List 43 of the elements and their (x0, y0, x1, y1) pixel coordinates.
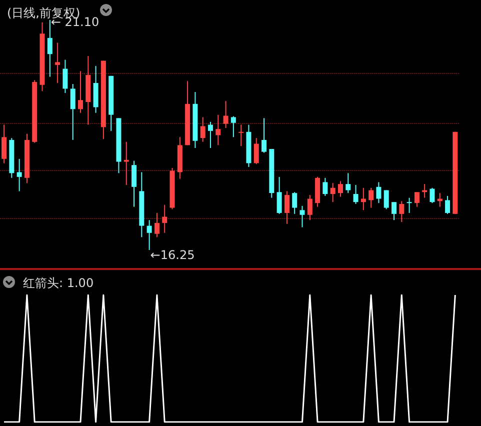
candlestick (200, 116, 206, 142)
candlestick (70, 83, 76, 140)
candlestick (307, 194, 312, 221)
candlestick (338, 180, 343, 198)
candlestick (132, 160, 137, 208)
candlestick (414, 192, 420, 208)
candlestick (437, 192, 442, 208)
candlestick (254, 138, 259, 165)
candlestick (346, 172, 351, 194)
candlestick (300, 205, 305, 228)
candlestick (330, 182, 336, 203)
candlestick (430, 187, 435, 204)
candlestick (62, 59, 68, 94)
candlestick (55, 42, 60, 84)
candlestick (238, 124, 244, 147)
candlestick (399, 200, 404, 222)
candlestick (208, 121, 213, 148)
candlestick (322, 177, 328, 196)
candlestick (284, 190, 290, 224)
annotation: ←16.25 (150, 248, 195, 262)
candlestick (146, 220, 152, 250)
candlestick (276, 176, 282, 214)
chart-title: 红箭头: 1.00 (23, 276, 94, 290)
candlestick (392, 202, 397, 221)
candlestick (360, 187, 366, 211)
candlestick (154, 212, 160, 238)
candlestick (223, 100, 228, 129)
candlestick (292, 192, 298, 214)
candlestick (422, 184, 428, 198)
candlestick (47, 19, 52, 78)
candlestick (406, 197, 412, 214)
candlestick (16, 158, 22, 192)
candlestick (353, 184, 358, 204)
candlestick (2, 124, 7, 164)
candlestick (445, 195, 450, 214)
candlestick (230, 116, 236, 138)
candlestick (376, 182, 382, 204)
candlestick (262, 118, 267, 154)
candlestick (162, 204, 168, 234)
candlestick (78, 70, 83, 114)
candlestick (216, 114, 221, 146)
candlestick (368, 187, 374, 208)
candlestick (384, 190, 389, 210)
